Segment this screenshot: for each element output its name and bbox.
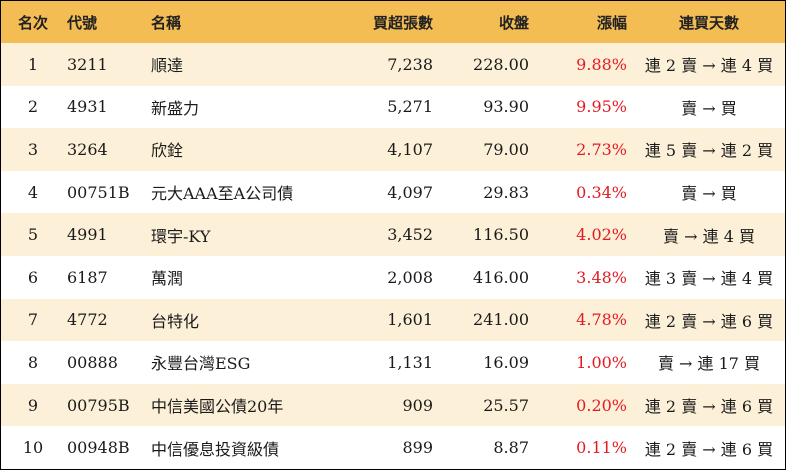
cell-code: 00948B [67,438,130,458]
cell-name: 中信優息投資級債 [151,439,280,459]
cell-name: 永豐台灣ESG [151,354,251,374]
cell-change-pct: 9.95% [576,97,627,117]
cell-streak: 連 2 賣 → 連 6 買 [644,311,774,331]
cell-code: 3211 [67,54,108,74]
cell-change-pct: 1.00% [576,352,627,372]
table-row: 8 00888 永豐台灣ESG 1,131 16.09 1.00% 賣 → 連 … [1,341,785,384]
cell-code: 00751B [67,182,130,202]
cell-close: 416.00 [473,267,529,287]
cell-close: 25.57 [483,395,529,415]
table-row: 5 4991 環宇-KY 3,452 116.50 4.02% 賣 → 連 4 … [1,213,785,256]
table-header: 名次 代號 名稱 買超張數 收盤 漲幅 連買天數 [1,1,785,43]
cell-streak: 連 3 賣 → 連 4 買 [644,269,774,289]
cell-net-buy: 5,271 [387,97,433,117]
cell-rank: 8 [27,352,39,372]
header-code: 代號 [67,13,98,32]
cell-net-buy: 2,008 [387,267,433,287]
cell-close: 8.87 [493,438,529,458]
table-row: 6 6187 萬潤 2,008 416.00 3.48% 連 3 賣 → 連 4… [1,255,785,299]
cell-name: 欣銓 [151,141,184,161]
cell-change-pct: 0.34% [576,182,627,202]
cell-net-buy: 1,131 [387,352,433,372]
cell-net-buy: 1,601 [387,310,433,330]
table-row: 7 4772 台特化 1,601 241.00 4.78% 連 2 賣 → 連 … [1,298,785,342]
cell-net-buy: 7,238 [387,54,433,74]
header-name: 名稱 [151,13,182,32]
cell-net-buy: 909 [402,395,433,415]
cell-change-pct: 4.02% [576,225,627,245]
cell-code: 4772 [67,310,108,330]
cell-name: 萬潤 [151,269,184,289]
cell-streak: 賣 → 連 17 買 [657,354,761,374]
cell-name: 環宇-KY [151,226,211,246]
cell-net-buy: 4,097 [387,182,433,202]
header-close: 收盤 [498,13,529,32]
cell-close: 93.90 [483,97,529,117]
cell-close: 228.00 [473,54,529,74]
table-row: 2 4931 新盛力 5,271 93.90 9.95% 賣 → 買 [1,85,785,129]
cell-name: 新盛力 [151,98,200,118]
cell-close: 79.00 [483,139,529,159]
cell-streak: 賣 → 買 [681,184,737,204]
cell-rank: 2 [27,97,39,117]
cell-streak: 連 2 賣 → 連 6 買 [644,439,774,459]
cell-close: 241.00 [473,310,529,330]
table-body: 1 3211 順達 7,238 228.00 9.88% 連 2 賣 → 連 4… [1,43,785,469]
cell-streak: 賣 → 買 [681,98,737,118]
cell-code: 00795B [67,395,130,415]
cell-code: 4991 [67,225,108,245]
cell-code: 4931 [67,97,108,117]
cell-change-pct: 3.48% [576,267,627,287]
cell-name: 台特化 [151,311,200,331]
cell-rank: 5 [27,225,39,245]
cell-streak: 連 2 賣 → 連 6 買 [644,397,774,417]
cell-rank: 10 [22,438,44,458]
cell-change-pct: 2.73% [576,139,627,159]
cell-name: 順達 [151,56,184,76]
cell-change-pct: 4.78% [576,310,627,330]
cell-code: 00888 [67,352,118,372]
cell-rank: 6 [27,267,39,287]
table-row: 9 00795B 中信美國公債20年 909 25.57 0.20% 連 2 賣… [1,383,785,427]
cell-rank: 7 [27,310,39,330]
table-row: 10 00948B 中信優息投資級債 899 8.87 0.11% 連 2 賣 … [1,426,785,469]
cell-rank: 3 [27,139,39,159]
cell-name: 元大AAA至A公司債 [151,184,294,204]
cell-name: 中信美國公債20年 [151,397,284,417]
cell-rank: 1 [27,54,39,74]
cell-streak: 連 2 賣 → 連 4 買 [644,56,774,76]
cell-rank: 9 [27,395,39,415]
table-row: 3 3264 欣銓 4,107 79.00 2.73% 連 5 賣 → 連 2 … [1,128,785,171]
cell-code: 3264 [67,139,108,159]
table-row: 1 3211 順達 7,238 228.00 9.88% 連 2 賣 → 連 4… [1,43,785,86]
header-change-pct: 漲幅 [596,13,627,32]
cell-change-pct: 0.11% [576,438,627,458]
cell-close: 29.83 [483,182,529,202]
header-streak: 連買天數 [678,13,739,32]
cell-streak: 賣 → 連 4 買 [663,226,755,246]
cell-change-pct: 0.20% [576,395,627,415]
cell-close: 116.50 [473,225,529,245]
cell-code: 6187 [67,267,108,287]
header-row: 名次 代號 名稱 買超張數 收盤 漲幅 連買天數 [1,1,785,43]
header-rank: 名次 [17,13,48,32]
cell-streak: 連 5 賣 → 連 2 買 [644,141,774,161]
cell-net-buy: 4,107 [387,139,433,159]
cell-net-buy: 899 [402,438,433,458]
cell-change-pct: 9.88% [576,54,627,74]
table-row: 4 00751B 元大AAA至A公司債 4,097 29.83 0.34% 賣 … [1,170,785,214]
cell-close: 16.09 [483,352,529,372]
cell-net-buy: 3,452 [387,225,433,245]
cell-rank: 4 [27,182,39,202]
header-net-buy: 買超張數 [372,13,433,32]
